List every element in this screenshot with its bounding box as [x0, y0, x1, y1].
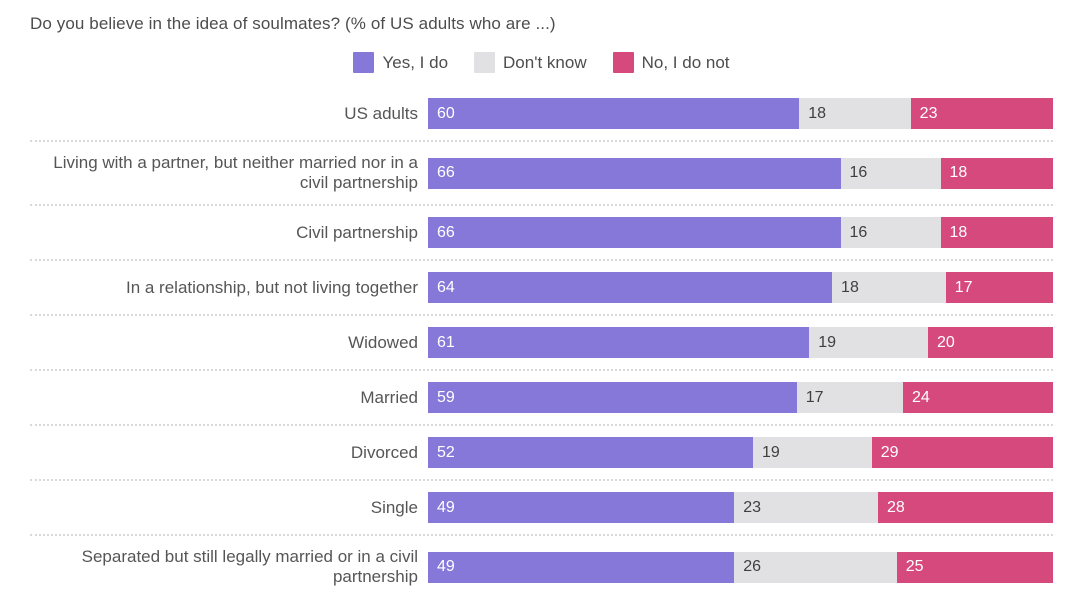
stacked-bar: 52 19 29	[428, 437, 1053, 468]
legend-label: No, I do not	[641, 52, 730, 72]
value-label: 29	[880, 443, 899, 461]
category-label: Widowed	[348, 332, 418, 352]
bar-segment: 28	[878, 492, 1053, 523]
bar-row: Separated but still legally married or i…	[30, 534, 1053, 598]
stacked-bar: 66 16 18	[428, 157, 1053, 189]
bar-segment: 24	[903, 382, 1053, 413]
value-label: 26	[743, 558, 762, 575]
bar-segment: 17	[796, 382, 903, 413]
category-label: Divorced	[350, 442, 418, 462]
stacked-bar: 49 26 25	[428, 551, 1053, 583]
stacked-bar: 49 23 28	[428, 492, 1053, 523]
category-label: Civil partnership	[296, 222, 418, 242]
bar-segment: 23	[734, 492, 878, 523]
legend-item: Yes, I do	[353, 52, 448, 73]
bar-segment: 16	[840, 157, 941, 189]
bar-segment: 18	[940, 217, 1053, 248]
stacked-bar: 66 16 18	[428, 217, 1053, 248]
legend-swatch	[474, 52, 496, 73]
bar-segment: 19	[809, 327, 928, 358]
value-label: 18	[949, 223, 968, 241]
legend-item: Don't know	[474, 52, 587, 73]
bar-segment: 23	[910, 98, 1053, 129]
category-label: Living with a partner, but neither marri…	[53, 153, 418, 192]
bar-segment: 52	[428, 437, 753, 468]
value-label: 17	[954, 278, 973, 296]
bar-segment: 29	[871, 437, 1053, 468]
value-label: 24	[912, 388, 930, 406]
bar-row: Widowed 61 19 20	[30, 314, 1053, 369]
category-label: US adults	[344, 103, 418, 123]
category-label: In a relationship, but not living togeth…	[125, 277, 418, 297]
bar-segment: 17	[945, 272, 1054, 303]
value-label: 16	[849, 223, 868, 241]
value-label: 59	[437, 388, 455, 406]
bar-row: Civil partnership 66 16 18	[30, 204, 1053, 259]
value-label: 25	[905, 558, 924, 575]
value-label: 23	[743, 498, 762, 516]
value-label: 49	[437, 498, 455, 516]
bar-segment: 18	[940, 157, 1053, 189]
value-label: 16	[849, 164, 868, 181]
legend-swatch	[353, 52, 375, 73]
bar-segment: 49	[428, 492, 735, 523]
value-label: 18	[949, 164, 968, 181]
bar-segment: 18	[799, 98, 911, 129]
bar-segment: 60	[428, 98, 800, 129]
value-label: 60	[437, 104, 455, 122]
value-label: 19	[762, 443, 780, 461]
bar-rows: US adults 60 18 23 Living with a partner, bu…	[30, 87, 1054, 598]
chart-title: Do you believe in the idea of soulmates?…	[30, 14, 556, 33]
bar-row: Married 59 17 24	[30, 369, 1053, 424]
stacked-bar: 60 18 23	[428, 98, 1053, 129]
legend-label: Yes, I do	[382, 52, 449, 72]
bar-segment: 16	[840, 217, 941, 248]
bar-row: US adults 60 18 23	[30, 87, 1053, 140]
bar-segment: 20	[928, 327, 1053, 358]
legend-item: No, I do not	[612, 52, 730, 73]
stacked-bar: 61 19 20	[428, 327, 1053, 358]
value-label: 52	[437, 443, 455, 461]
value-label: 20	[937, 333, 955, 351]
value-label: 66	[437, 164, 455, 181]
value-label: 23	[919, 104, 938, 122]
bar-row: Living with a partner, but neither marri…	[30, 140, 1053, 204]
value-label: 18	[841, 278, 859, 296]
bar-segment: 19	[753, 437, 872, 468]
value-label: 19	[818, 333, 837, 351]
value-label: 17	[805, 388, 824, 406]
value-label: 61	[437, 333, 455, 351]
category-label: Single	[370, 497, 418, 517]
value-label: 49	[437, 558, 455, 575]
stacked-bar: 59 17 24	[428, 382, 1053, 413]
bar-segment: 18	[832, 272, 946, 303]
bar-row: In a relationship, but not living togeth…	[30, 259, 1054, 314]
bar-segment: 49	[428, 551, 735, 583]
value-label: 66	[437, 223, 455, 241]
value-label: 18	[808, 104, 827, 122]
legend-swatch	[612, 52, 634, 73]
bar-segment: 59	[428, 382, 797, 413]
bar-segment: 26	[734, 551, 897, 583]
legend-label: Don't know	[503, 52, 587, 72]
bar-segment: 66	[428, 217, 841, 248]
value-label: 64	[437, 278, 455, 296]
value-label: 28	[887, 498, 905, 516]
category-label: Separated but still legally married or i…	[81, 547, 418, 586]
bar-row: Divorced 52 19 29	[30, 424, 1053, 479]
bar-segment: 64	[428, 272, 833, 303]
legend: Yes, I do Don't know No, I do not	[30, 52, 1053, 73]
bar-segment: 66	[428, 157, 841, 189]
bar-row: Single 49 23 28	[30, 479, 1053, 534]
stacked-bar: 64 18 17	[428, 272, 1054, 303]
category-label: Married	[360, 387, 418, 407]
bar-segment: 25	[896, 551, 1053, 583]
bar-segment: 61	[428, 327, 810, 358]
